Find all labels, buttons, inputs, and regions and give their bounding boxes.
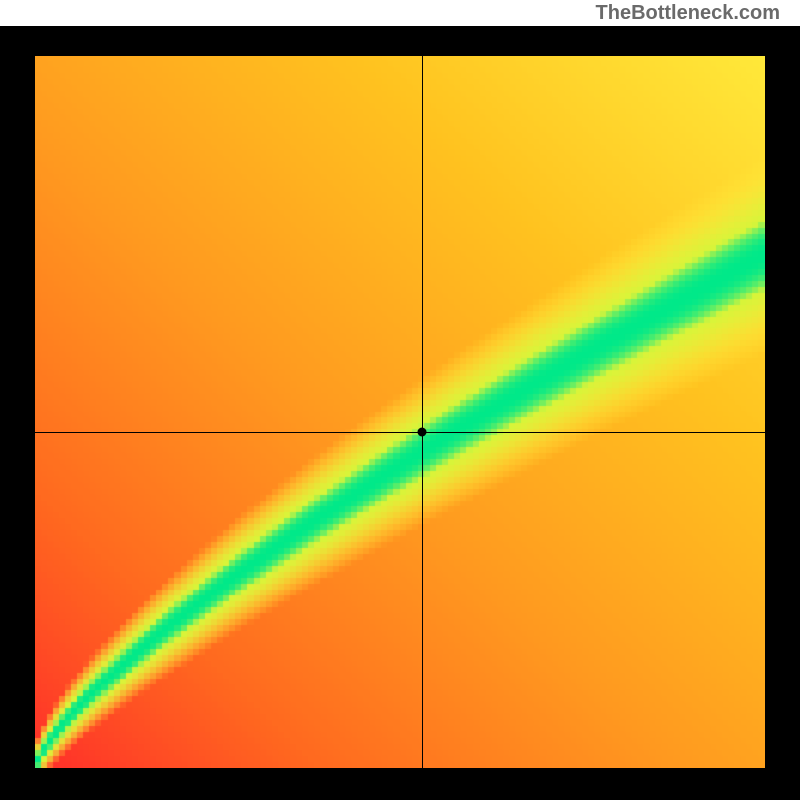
chart-frame xyxy=(0,26,800,800)
heatmap-plot xyxy=(35,56,765,768)
bottleneck-heatmap-chart: { "watermark": "TheBottleneck.com", "cha… xyxy=(0,0,800,800)
watermark-text: TheBottleneck.com xyxy=(596,2,780,25)
crosshair-vertical xyxy=(422,56,423,768)
heatmap-canvas xyxy=(35,56,765,768)
marker-dot xyxy=(417,427,426,436)
crosshair-horizontal xyxy=(35,432,765,433)
